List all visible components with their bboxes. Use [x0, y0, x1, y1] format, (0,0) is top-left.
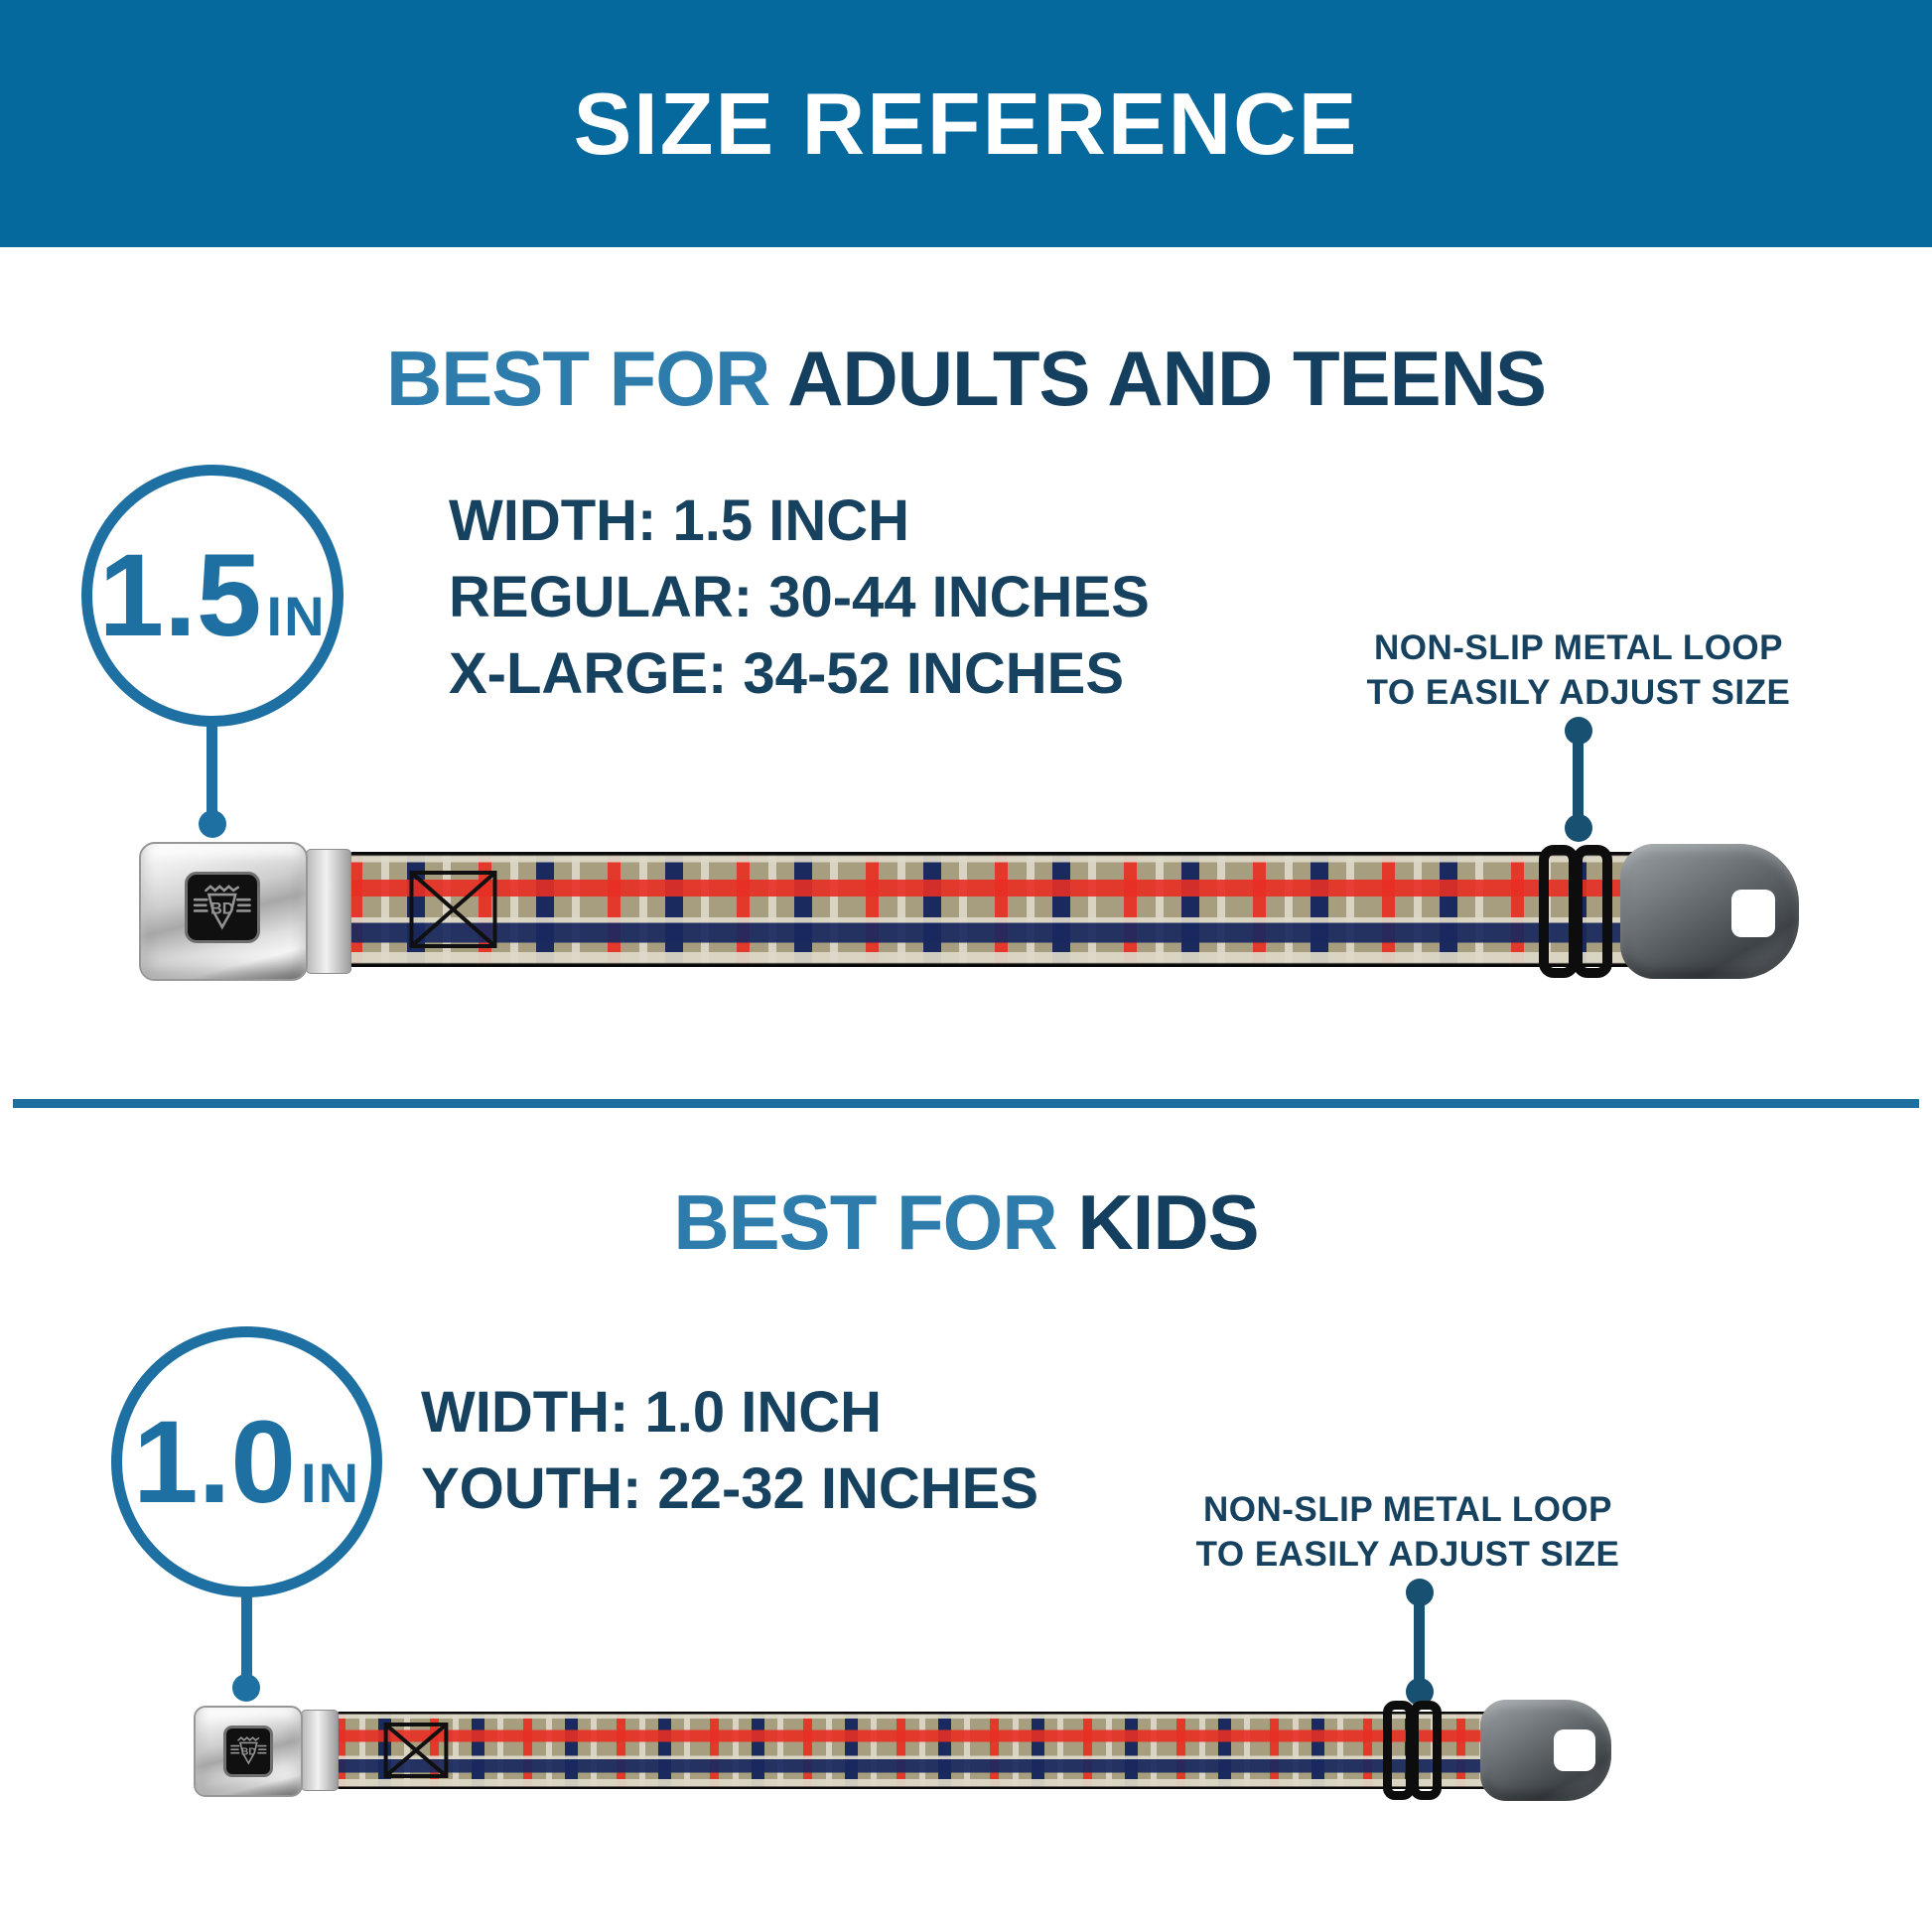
belt-end-tab: [1620, 844, 1799, 979]
belt-webbing-plaid: [349, 852, 1640, 967]
section-divider: [13, 1099, 1919, 1108]
callout-connector-dot-bottom: [1565, 814, 1592, 842]
spec-width: WIDTH: 1.5 INCH: [449, 488, 909, 553]
callout-line1: NON-SLIP METAL LOOP: [1202, 1490, 1613, 1529]
page-title: SIZE REFERENCE: [573, 73, 1359, 173]
size-specs-adults: WIDTH: 1.5 INCH REGULAR: 30-44 INCHES X-…: [449, 483, 1150, 712]
buckle-latch-plate: [306, 849, 351, 974]
width-badge-text: 1.0IN: [133, 1395, 360, 1530]
stitch-box-icon: [378, 1720, 454, 1781]
stitch-box-icon: [401, 866, 505, 953]
buckle-logo-window: BD: [223, 1725, 273, 1777]
badge-pointer-dot: [232, 1674, 260, 1702]
buckle-logo-text: BD: [210, 899, 234, 917]
callout-connector-dot-top: [1565, 717, 1592, 745]
belt-webbing-plaid: [337, 1712, 1568, 1789]
callout-line2: TO EASILY ADJUST SIZE: [1366, 673, 1791, 712]
kids-section-heading: BEST FOR KIDS: [0, 1177, 1932, 1268]
header-banner: SIZE REFERENCE: [0, 0, 1932, 247]
width-value: 1.5: [98, 530, 262, 661]
callout-line1: NON-SLIP METAL LOOP: [1373, 628, 1784, 667]
metal-adjust-loop: [1539, 842, 1612, 981]
metal-loop-callout-kids: NON-SLIP METAL LOOP TO EASILY ADJUST SIZ…: [1170, 1487, 1646, 1577]
spec-youth: YOUTH: 22-32 INCHES: [421, 1456, 1039, 1521]
adults-section-heading: BEST FOR ADULTS AND TEENS: [0, 334, 1932, 424]
bd-logo-icon: BD: [193, 884, 252, 930]
spec-xlarge: X-LARGE: 34-52 INCHES: [449, 641, 1125, 706]
belt-adults: BD: [139, 839, 1807, 984]
width-value: 1.0: [132, 1396, 297, 1528]
badge-pointer-line: [241, 1590, 252, 1684]
width-badge-adults: 1.5IN: [81, 465, 344, 727]
buckle-logo-text: BD: [241, 1747, 256, 1758]
belt-kids: BD: [192, 1696, 1621, 1805]
heading-kids: KIDS: [1077, 1178, 1259, 1266]
buckle-logo-window: BD: [185, 872, 260, 943]
spec-regular: REGULAR: 30-44 INCHES: [449, 565, 1150, 629]
width-badge-kids: 1.0IN: [111, 1326, 382, 1597]
tab-hole: [1731, 890, 1775, 937]
callout-connector-line: [1414, 1591, 1425, 1687]
heading-adults-and-teens: ADULTS AND TEENS: [787, 335, 1547, 422]
seatbelt-buckle: BD: [139, 842, 308, 981]
callout-connector-dot-top: [1406, 1579, 1434, 1606]
tab-hole: [1554, 1729, 1595, 1771]
callout-connector-line: [1573, 730, 1584, 825]
belt-end-tab: [1480, 1700, 1611, 1801]
metal-adjust-loop: [1383, 1696, 1442, 1805]
metal-loop-callout-adults: NON-SLIP METAL LOOP TO EASILY ADJUST SIZ…: [1340, 625, 1817, 715]
spec-width: WIDTH: 1.0 INCH: [421, 1380, 882, 1445]
size-specs-kids: WIDTH: 1.0 INCH YOUTH: 22-32 INCHES: [421, 1374, 1038, 1527]
width-unit: IN: [301, 1450, 361, 1514]
loop-ring: [1410, 1701, 1442, 1800]
loop-ring: [1573, 845, 1612, 978]
heading-best-for: BEST FOR: [385, 335, 770, 422]
badge-pointer-dot: [199, 810, 226, 838]
badge-pointer-line: [207, 721, 217, 820]
width-unit: IN: [266, 585, 327, 647]
buckle-latch-plate: [301, 1710, 339, 1791]
heading-best-for: BEST FOR: [673, 1178, 1057, 1266]
width-badge-text: 1.5IN: [98, 528, 326, 663]
callout-line2: TO EASILY ADJUST SIZE: [1195, 1535, 1620, 1574]
seatbelt-buckle: BD: [194, 1706, 303, 1797]
bd-logo-icon: BD: [229, 1736, 267, 1765]
